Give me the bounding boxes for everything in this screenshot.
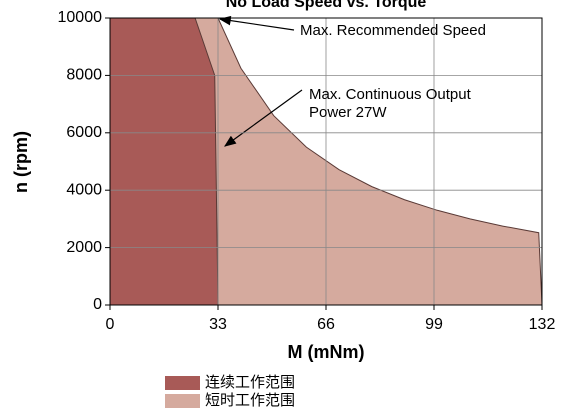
legend-swatch [165, 394, 200, 408]
legend-label: 连续工作范围 [205, 374, 295, 391]
annotation: Power 27W [309, 104, 387, 121]
x-tick-label: 33 [209, 316, 227, 333]
y-tick-label: 10000 [58, 9, 103, 26]
y-tick-label: 2000 [66, 239, 102, 256]
legend-swatch [165, 376, 200, 390]
x-tick-label: 0 [106, 316, 115, 333]
annotation-arrow [218, 15, 295, 31]
x-axis-label: M (mNm) [288, 342, 365, 362]
annotation-arrow [224, 89, 303, 147]
area [109, 17, 219, 306]
plot-frame [109, 17, 543, 306]
x-tick-label: 132 [529, 316, 556, 333]
y-tick-label: 6000 [66, 124, 102, 141]
x-tick-label: 66 [317, 316, 335, 333]
y-tick-label: 4000 [66, 181, 102, 198]
x-tick-label: 99 [425, 316, 443, 333]
legend-label: 短时工作范围 [205, 392, 295, 409]
annotation: Max. Recommended Speed [300, 22, 486, 39]
y-tick-label: 8000 [66, 67, 102, 84]
y-axis-label: n (rpm) [11, 131, 31, 193]
chart-title: No Load Speed vs. Torque [226, 0, 427, 11]
annotation: Max. Continuous Output [309, 86, 472, 103]
y-tick-label: 0 [93, 296, 102, 313]
